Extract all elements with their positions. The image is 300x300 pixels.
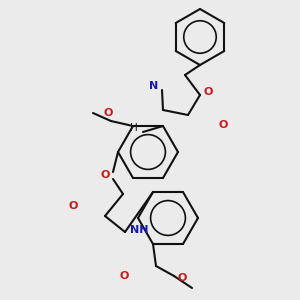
Text: O: O [203, 87, 213, 97]
Text: O: O [177, 273, 187, 283]
Text: O: O [103, 108, 113, 118]
Text: O: O [100, 170, 110, 180]
Text: O: O [119, 271, 129, 281]
Text: NH: NH [130, 225, 148, 235]
Text: H: H [130, 123, 138, 133]
Text: O: O [218, 120, 228, 130]
Text: O: O [68, 201, 78, 211]
Text: N: N [149, 81, 159, 91]
